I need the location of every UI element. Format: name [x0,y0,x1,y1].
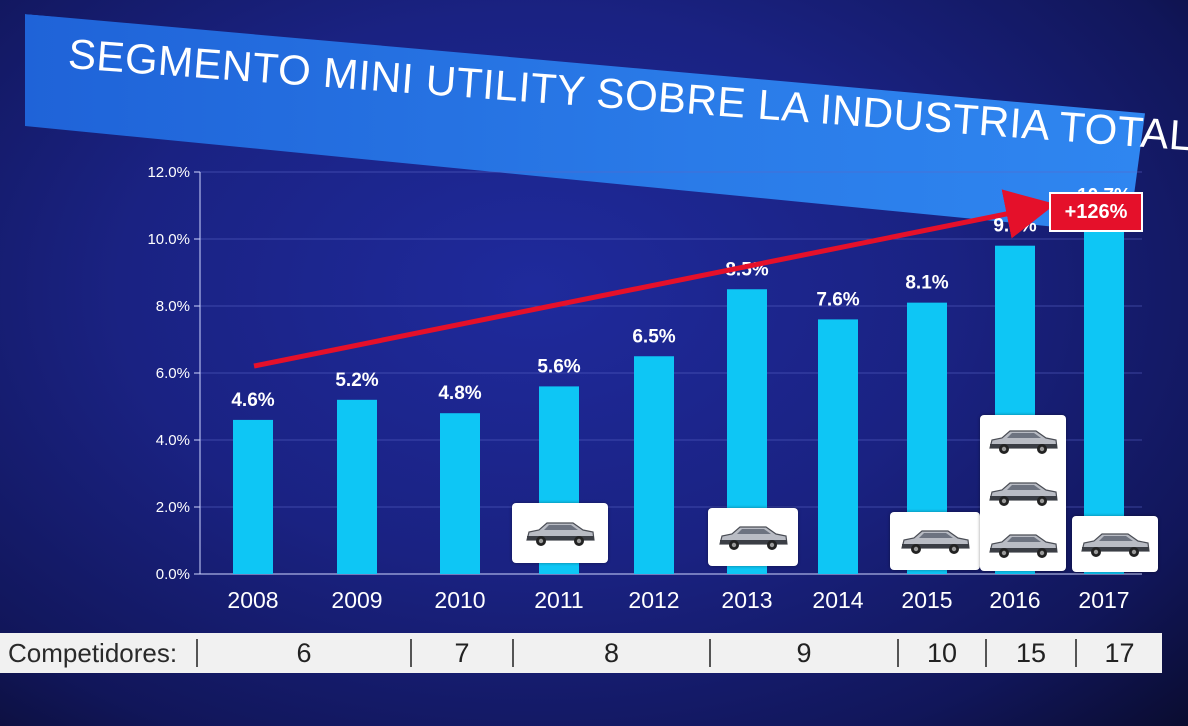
competitors-value: 8 [603,637,620,668]
y-tick-label: 6.0% [156,365,190,382]
y-tick-label: 0.0% [156,566,190,583]
data-label: 6.5% [632,326,675,347]
car-photo-card [1072,516,1158,572]
x-tick-label: 2008 [227,587,278,613]
y-tick-label: 2.0% [156,499,190,516]
bar [1084,215,1124,575]
competitors-value: 7 [454,637,470,668]
suv-icon [523,518,597,548]
x-axis-labels: 2008 2009 2010 2011 2012 2013 2014 2015 2016 2017 [227,587,1129,613]
x-tick-label: 2011 [534,587,583,613]
competitors-value: 10 [926,637,958,668]
competitors-value: 15 [1015,637,1047,668]
divider [410,639,412,667]
x-tick-label: 2017 [1078,587,1129,613]
bar [818,319,858,574]
divider [897,639,899,667]
data-label: 7.6% [816,289,859,310]
competitors-value: 6 [296,637,312,668]
y-axis-ticks: 0.0% 2.0% 4.0% 6.0% 8.0% 10.0% 12.0% [147,164,190,583]
x-tick-label: 2015 [901,587,952,613]
x-tick-label: 2016 [989,587,1040,613]
data-label: 8.1% [905,273,948,294]
x-tick-label: 2012 [628,587,679,613]
car-photo-card [512,503,608,563]
y-tick-label: 8.0% [156,298,190,315]
competitors-label: Competidores: [8,637,178,668]
bar [634,356,674,574]
data-label: 4.8% [438,383,481,404]
divider [512,639,514,667]
competitors-value: 9 [796,637,812,668]
competitors-row: Competidores: 6 7 8 9 10 15 17 [0,633,1162,673]
y-tick-label: 10.0% [147,231,190,248]
suv-icon [1078,529,1152,559]
data-label: 4.6% [231,390,274,411]
divider [196,639,198,667]
suv-icon [716,522,790,552]
x-tick-label: 2009 [331,587,382,613]
divider [985,639,987,667]
bar [337,399,377,574]
growth-arrow [253,189,1056,369]
suv-icon [986,530,1060,560]
bar [440,413,480,574]
car-photo-card [708,508,798,566]
suv-icon [986,478,1060,508]
data-label: 5.2% [335,370,378,391]
competitors-value: 17 [1104,637,1135,668]
bar [233,419,273,574]
car-photo-card [890,512,980,570]
suv-icon [986,426,1060,456]
x-tick-label: 2013 [721,587,772,613]
y-tick-label: 4.0% [156,432,190,449]
x-tick-label: 2014 [812,587,863,613]
data-label: 5.6% [537,356,580,377]
suv-icon [898,526,972,556]
divider [709,639,711,667]
divider [1075,639,1077,667]
growth-badge: +126% [1049,192,1143,232]
data-label: 9.8% [993,216,1036,237]
x-tick-label: 2010 [434,587,485,613]
car-photo-card [980,415,1066,571]
y-tick-label: 12.0% [147,164,190,181]
